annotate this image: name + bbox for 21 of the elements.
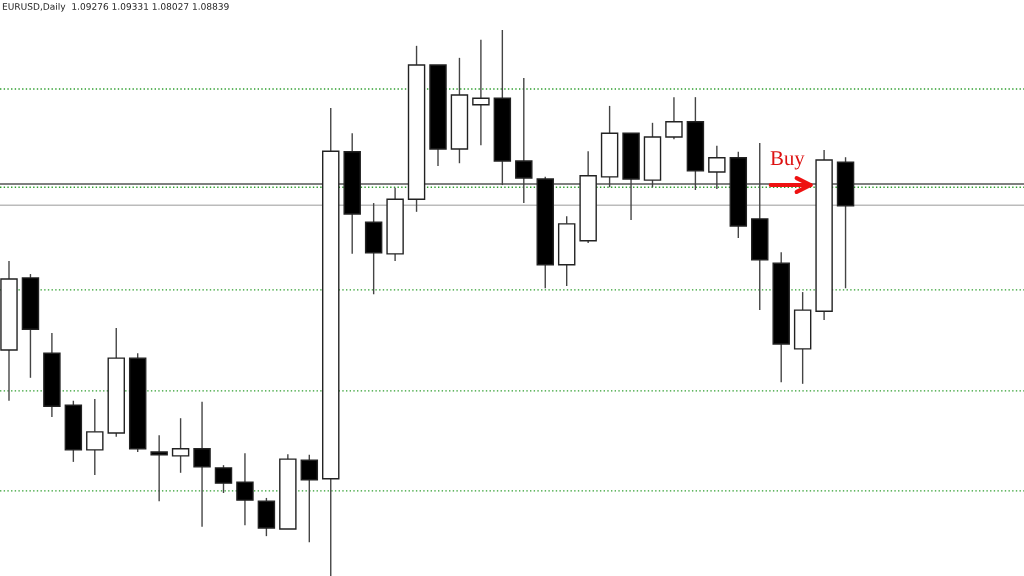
- candlestick: [515, 77, 533, 204]
- candlestick: [43, 332, 61, 418]
- candlestick: [0, 260, 18, 402]
- candlestick: [386, 187, 404, 262]
- candlestick: [322, 107, 340, 576]
- candlestick: [472, 39, 490, 146]
- candlestick: [579, 150, 597, 244]
- annotation: Buy: [770, 151, 805, 170]
- candlestick: [193, 401, 211, 528]
- candlestick: [686, 96, 705, 191]
- candlestick: [815, 149, 833, 321]
- candlestick: [708, 145, 726, 190]
- candlestick: [150, 434, 168, 502]
- candlestick: [493, 30, 512, 186]
- candlestick: [364, 202, 383, 295]
- chart-title: EURUSD,Daily 1.09276 1.09331 1.08027 1.08839: [2, 2, 229, 12]
- candlestick: [236, 452, 254, 526]
- candlestick: [343, 132, 361, 255]
- candlestick: [793, 291, 812, 385]
- candlestick: [751, 142, 769, 311]
- candlestick: [86, 398, 104, 476]
